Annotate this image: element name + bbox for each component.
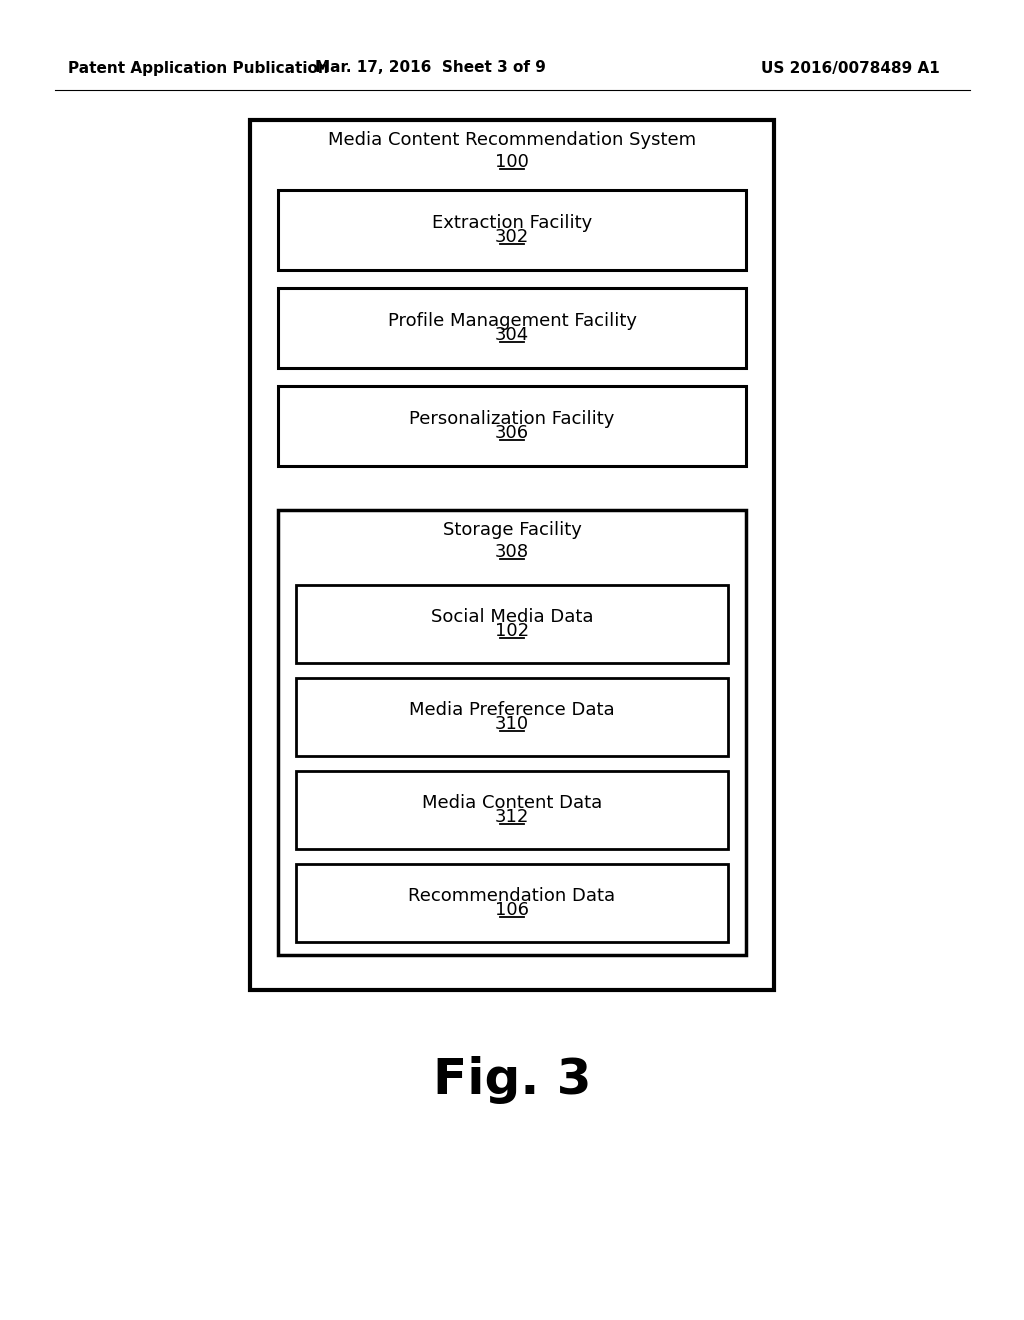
- Text: Patent Application Publication: Patent Application Publication: [68, 61, 329, 75]
- Bar: [250, 120, 774, 990]
- Text: 100: 100: [495, 153, 529, 172]
- Text: Storage Facility: Storage Facility: [442, 521, 582, 539]
- Bar: [296, 771, 728, 849]
- Bar: [278, 190, 746, 271]
- Bar: [278, 288, 746, 368]
- Text: 306: 306: [495, 424, 529, 442]
- Text: 302: 302: [495, 228, 529, 246]
- Text: US 2016/0078489 A1: US 2016/0078489 A1: [761, 61, 940, 75]
- Text: Media Content Recommendation System: Media Content Recommendation System: [328, 131, 696, 149]
- Bar: [296, 865, 728, 942]
- Text: 308: 308: [495, 543, 529, 561]
- Text: 106: 106: [495, 902, 529, 919]
- Text: 304: 304: [495, 326, 529, 345]
- Text: Mar. 17, 2016  Sheet 3 of 9: Mar. 17, 2016 Sheet 3 of 9: [314, 61, 546, 75]
- Text: Personalization Facility: Personalization Facility: [410, 409, 614, 428]
- Bar: [278, 510, 746, 954]
- Text: Media Content Data: Media Content Data: [422, 793, 602, 812]
- Text: Profile Management Facility: Profile Management Facility: [387, 312, 637, 330]
- Text: Extraction Facility: Extraction Facility: [432, 214, 592, 232]
- Bar: [278, 385, 746, 466]
- Text: 102: 102: [495, 622, 529, 640]
- Text: Media Preference Data: Media Preference Data: [410, 701, 614, 719]
- Text: Fig. 3: Fig. 3: [433, 1056, 591, 1104]
- Bar: [296, 678, 728, 756]
- Bar: [296, 585, 728, 663]
- Text: Social Media Data: Social Media Data: [431, 607, 593, 626]
- Text: 310: 310: [495, 715, 529, 733]
- Text: 312: 312: [495, 808, 529, 826]
- Text: Recommendation Data: Recommendation Data: [409, 887, 615, 904]
